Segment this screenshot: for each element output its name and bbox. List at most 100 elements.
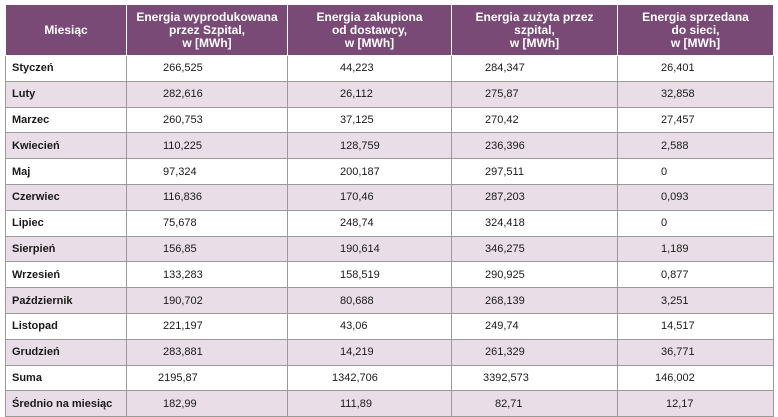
consumed-cell: 346,275 (451, 235, 618, 263)
sold-cell: 1,189 (617, 235, 774, 263)
table-row: Wrzesień 133,283 158,519 290,925 0,877 (5, 261, 774, 289)
header-line: w [MWh] (344, 35, 395, 50)
month-cell: Wrzesień (5, 261, 127, 289)
produced-cell: 2195,87 (126, 364, 288, 392)
sold-cell: 32,858 (617, 80, 774, 108)
produced-cell: 97,324 (126, 158, 288, 185)
month-cell: Listopad (5, 312, 127, 340)
sold-cell: 2,588 (617, 132, 774, 160)
produced-cell: 156,85 (126, 235, 288, 263)
sold-cell: 14,517 (617, 312, 774, 340)
consumed-cell: 236,396 (451, 132, 618, 160)
month-cell: Maj (5, 158, 127, 185)
sold-cell: 36,771 (617, 338, 774, 366)
consumed-cell: 287,203 (451, 183, 618, 211)
produced-cell: 110,225 (126, 132, 288, 160)
energy-table: Miesiąc Energia wyprodukowana przez Szpita… (5, 4, 774, 417)
purchased-cell: 170,46 (287, 183, 452, 211)
purchased-cell: 14,219 (287, 338, 452, 366)
month-cell: Styczeń (5, 55, 127, 82)
header-line: Energia zużyta przez (475, 9, 594, 24)
purchased-cell: 248,74 (287, 209, 452, 237)
consumed-cell: 275,87 (451, 80, 618, 108)
sold-cell: 3,251 (617, 287, 774, 314)
consumed-cell: 3392,573 (451, 364, 618, 392)
produced-cell: 282,616 (126, 80, 288, 108)
month-cell: Suma (5, 364, 127, 392)
header-month: Miesiąc (5, 4, 127, 56)
sold-cell: 0 (617, 158, 774, 185)
table-row: Marzec 260,753 37,125 270,42 27,457 (5, 106, 774, 134)
header-line: w [MWh] (182, 35, 232, 50)
table-header: Miesiąc Energia wyprodukowana przez Szpita… (5, 4, 774, 56)
month-cell: Marzec (5, 106, 127, 134)
purchased-cell: 158,519 (287, 261, 452, 289)
produced-cell: 116,836 (126, 183, 288, 211)
table-row: Czerwiec 116,836 170,46 287,203 0,093 (5, 183, 774, 211)
header-line: do sieci, (671, 22, 720, 37)
header-line: w [MWh] (509, 35, 560, 50)
month-cell: Grudzień (5, 338, 127, 366)
purchased-cell: 1342,706 (287, 364, 452, 392)
sold-cell: 0,093 (617, 183, 774, 211)
consumed-cell: 270,42 (451, 106, 618, 134)
header-line: Miesiąc (44, 22, 88, 37)
table-row: Lipiec 75,678 248,74 324,418 0 (5, 209, 774, 237)
sum-row: Suma 2195,87 1342,706 3392,573 146,002 (5, 364, 774, 392)
sold-cell: 146,002 (617, 364, 774, 392)
month-cell: Październik (5, 287, 127, 314)
purchased-cell: 37,125 (287, 106, 452, 134)
consumed-cell: 297,511 (451, 158, 618, 185)
header-line: przez Szpital, (168, 22, 245, 37)
header-energy-purchased: Energia zakupiona od dostawcy, w [MWh] (287, 4, 452, 56)
header-energy-consumed: Energia zużyta przez szpital, w [MWh] (451, 4, 618, 56)
consumed-cell: 284,347 (451, 55, 618, 82)
produced-cell: 260,753 (126, 106, 288, 134)
table-row: Maj 97,324 200,187 297,511 0 (5, 158, 774, 185)
sold-cell: 26,401 (617, 55, 774, 82)
purchased-cell: 190,614 (287, 235, 452, 263)
table-row: Kwiecień 110,225 128,759 236,396 2,588 (5, 132, 774, 160)
month-cell: Kwiecień (5, 132, 127, 160)
consumed-cell: 290,925 (451, 261, 618, 289)
purchased-cell: 80,688 (287, 287, 452, 314)
produced-cell: 266,525 (126, 55, 288, 82)
month-cell: Czerwiec (5, 183, 127, 211)
header-line: Energia sprzedana (642, 9, 749, 24)
purchased-cell: 26,112 (287, 80, 452, 108)
consumed-cell: 268,139 (451, 287, 618, 314)
purchased-cell: 128,759 (287, 132, 452, 160)
produced-cell: 133,283 (126, 261, 288, 289)
header-line: od dostawcy, (331, 22, 408, 37)
table-row: Sierpień 156,85 190,614 346,275 1,189 (5, 235, 774, 263)
header-row: Miesiąc Energia wyprodukowana przez Szpita… (5, 4, 774, 56)
consumed-cell: 324,418 (451, 209, 618, 237)
energy-table-container: Miesiąc Energia wyprodukowana przez Szpita… (5, 4, 774, 417)
header-line: w [MWh] (670, 35, 721, 50)
sold-cell: 27,457 (617, 106, 774, 134)
produced-cell: 190,702 (126, 287, 288, 314)
consumed-cell: 261,329 (451, 338, 618, 366)
produced-cell: 75,678 (126, 209, 288, 237)
header-energy-sold: Energia sprzedana do sieci, w [MWh] (617, 4, 774, 56)
produced-cell: 283,881 (126, 338, 288, 366)
produced-cell: 221,197 (126, 312, 288, 340)
header-energy-produced: Energia wyprodukowana przez Szpital, w [MW… (126, 4, 288, 56)
sold-cell: 0 (617, 209, 774, 237)
table-row: Styczeń 266,525 44,223 284,347 26,401 (5, 55, 774, 82)
table-row: Grudzień 283,881 14,219 261,329 36,771 (5, 338, 774, 366)
purchased-cell: 44,223 (287, 55, 452, 82)
consumed-cell: 249,74 (451, 312, 618, 340)
header-line: szpital, (514, 22, 555, 37)
purchased-cell: 200,187 (287, 158, 452, 185)
table-row: Listopad 221,197 43,06 249,74 14,517 (5, 312, 774, 340)
header-line: Energia wyprodukowana (136, 9, 278, 24)
header-line: Energia zakupiona (316, 9, 423, 24)
table-row: Luty 282,616 26,112 275,87 32,858 (5, 80, 774, 108)
month-cell: Luty (5, 80, 127, 108)
table-body: Styczeń 266,525 44,223 284,347 26,401 Luty 282… (5, 55, 774, 417)
sold-cell: 0,877 (617, 261, 774, 289)
purchased-cell: 43,06 (287, 312, 452, 340)
month-cell: Sierpień (5, 235, 127, 263)
table-row: Październik 190,702 80,688 268,139 3,251 (5, 287, 774, 314)
